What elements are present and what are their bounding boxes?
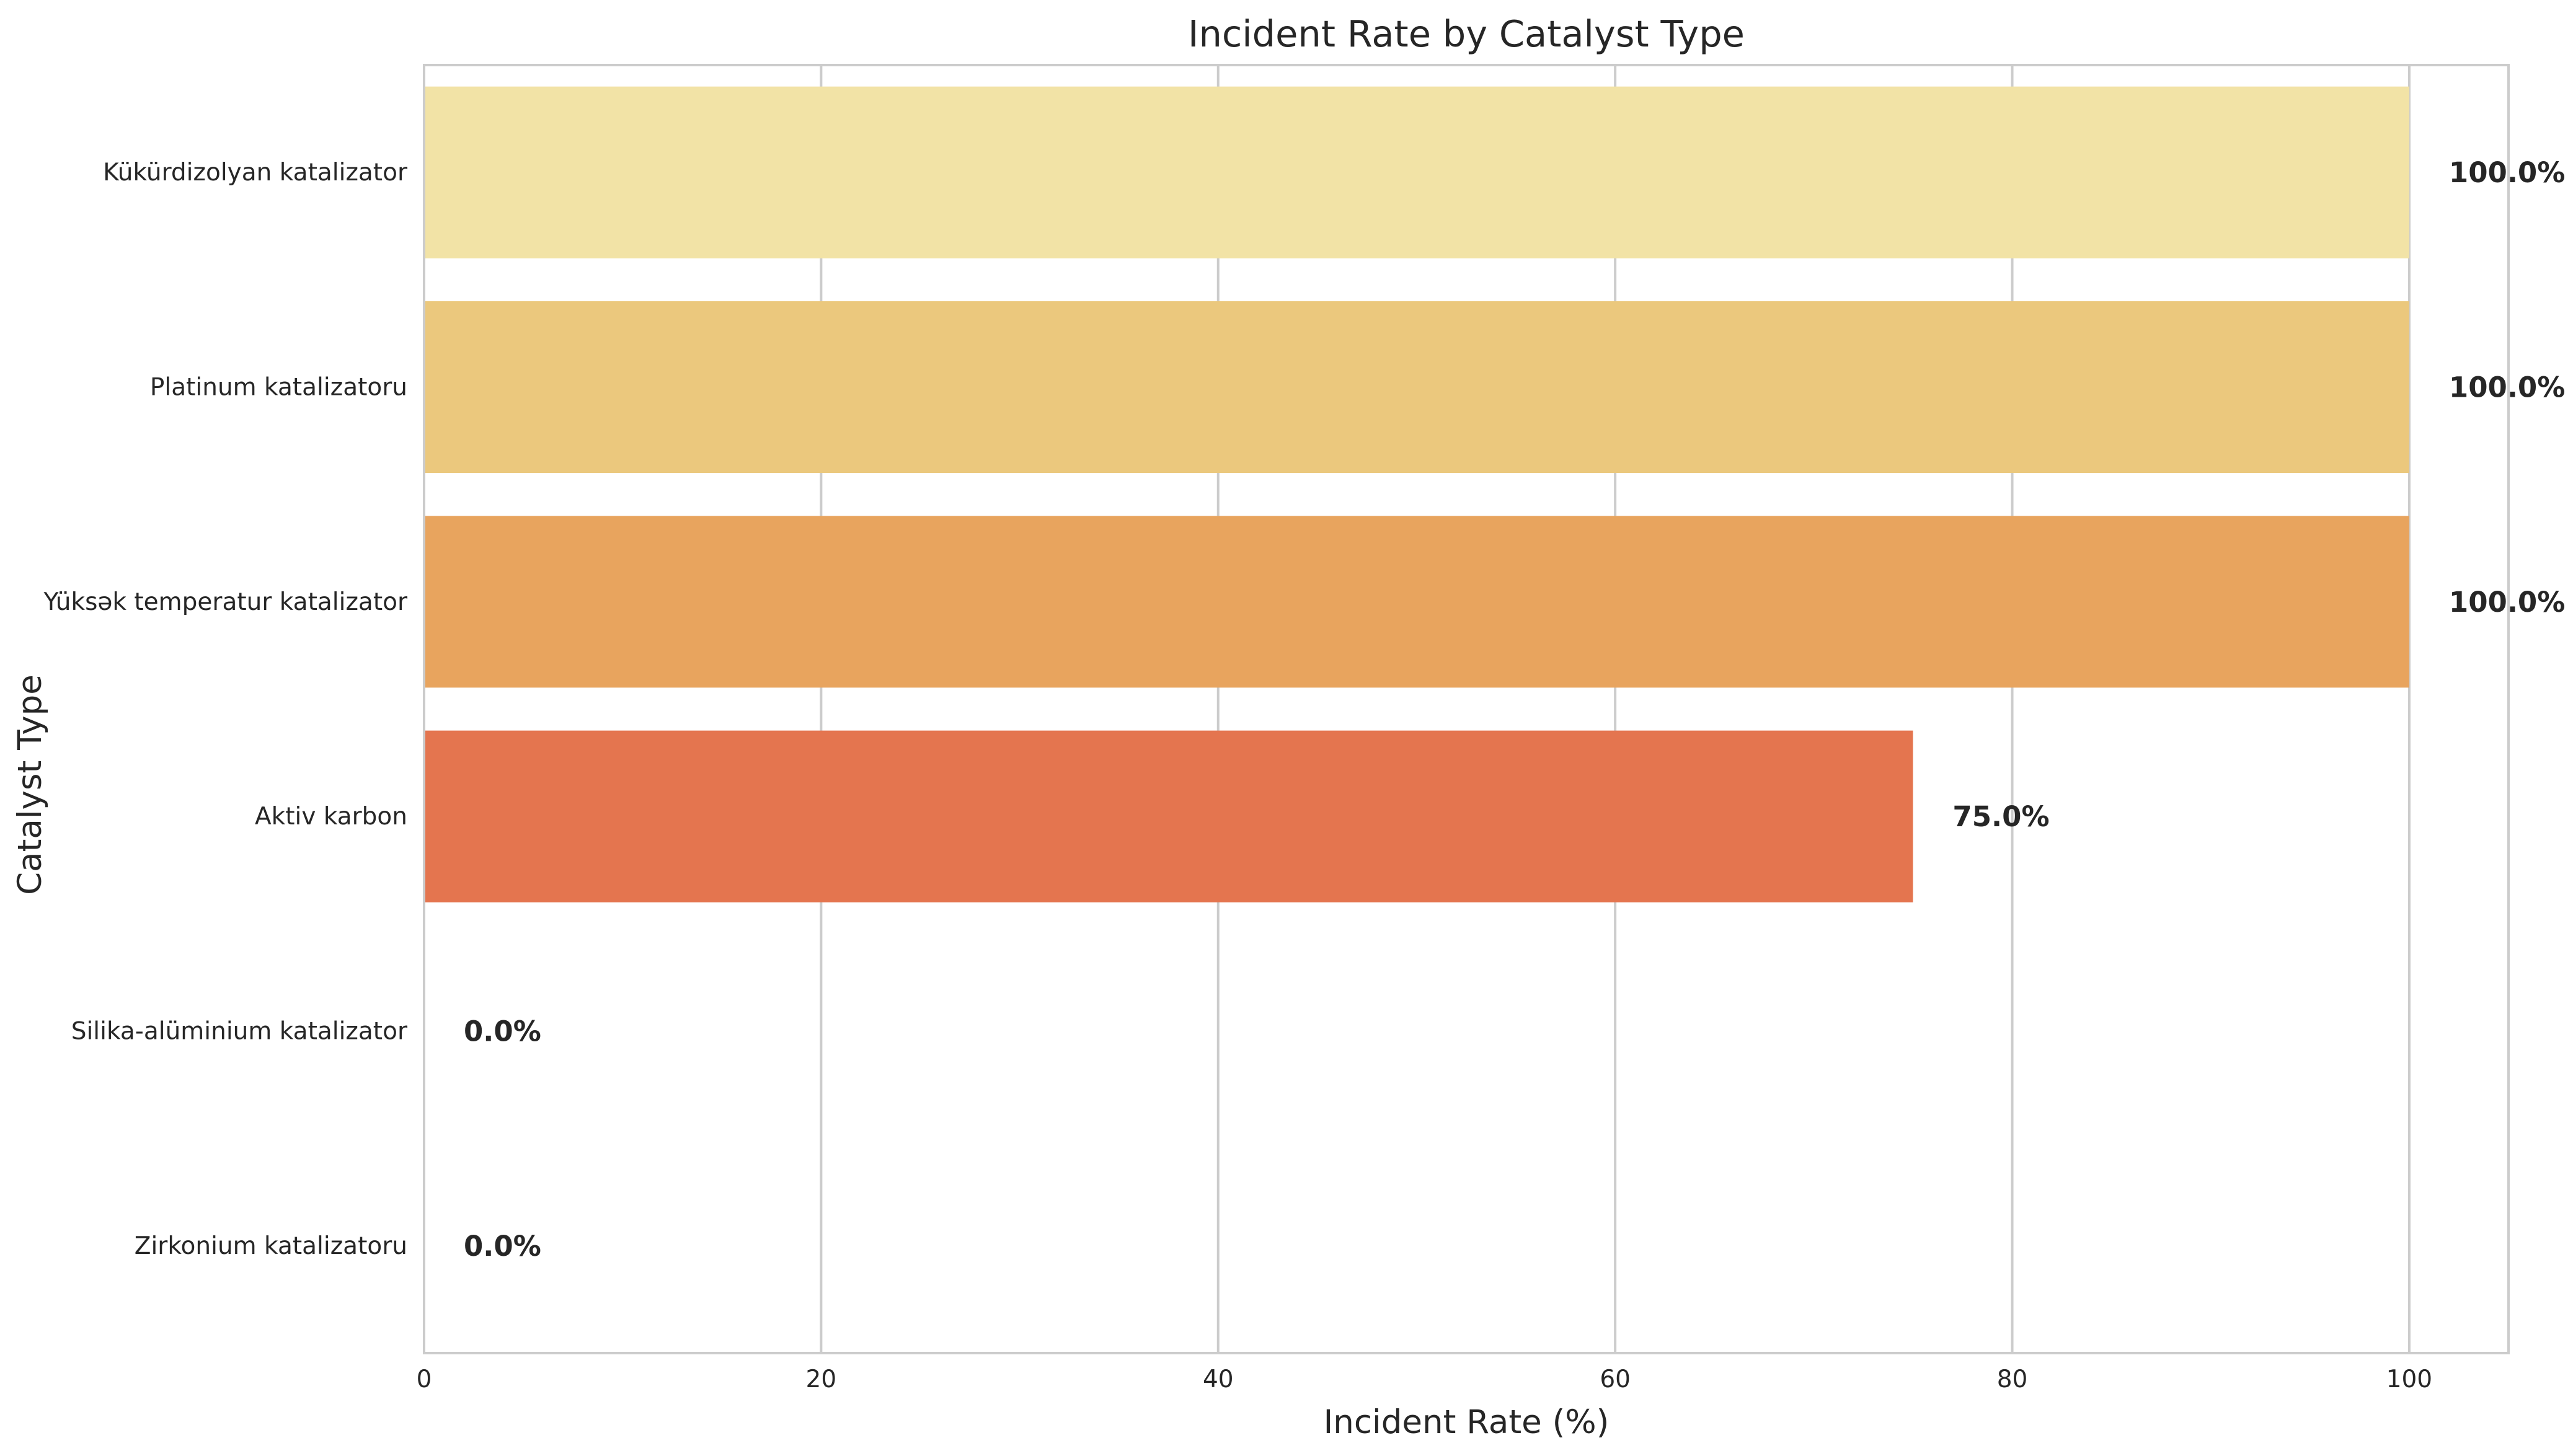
chart-title: Incident Rate by Catalyst Type [1188, 12, 1745, 55]
data-label: 100.0% [2449, 586, 2565, 619]
plot-frame [423, 64, 2510, 1354]
x-tick-label: 0 [417, 1366, 432, 1393]
y-axis-label: Catalyst Type [11, 674, 49, 895]
x-tick-label: 100 [2386, 1366, 2432, 1393]
x-tick-label: 40 [1203, 1366, 1234, 1393]
category-label: Yüksək temperatur katalizator [43, 588, 408, 616]
bar [424, 730, 1913, 902]
x-tick-label: 20 [806, 1366, 837, 1393]
x-tick-label: 60 [1600, 1366, 1631, 1393]
bar [424, 86, 2409, 258]
data-label: 100.0% [2449, 156, 2565, 189]
category-label: Zirkonium katalizatoru [135, 1232, 407, 1260]
bar [424, 516, 2409, 688]
data-label: 75.0% [1952, 800, 2049, 833]
category-label: Kükürdizolyan katalizator [103, 159, 408, 187]
category-label: Platinum katalizatoru [150, 374, 407, 402]
data-label: 100.0% [2449, 371, 2565, 404]
data-labels: 100.0% 100.0% 100.0% 75.0% 0.0% 0.0% [464, 156, 2565, 1263]
data-label: 0.0% [464, 1015, 541, 1048]
bar [424, 301, 2409, 474]
category-label: Silika-alüminium katalizator [71, 1018, 408, 1046]
x-tick-labels: 0 20 40 60 80 100 [417, 1366, 2433, 1393]
x-axis-label: Incident Rate (%) [1324, 1403, 1610, 1441]
category-labels: Kükürdizolyan katalizator Platinum katali… [43, 159, 408, 1260]
data-label: 0.0% [464, 1230, 541, 1263]
bars [424, 86, 2409, 902]
x-tick-label: 80 [1997, 1366, 2028, 1393]
category-label: Aktiv karbon [255, 803, 407, 831]
